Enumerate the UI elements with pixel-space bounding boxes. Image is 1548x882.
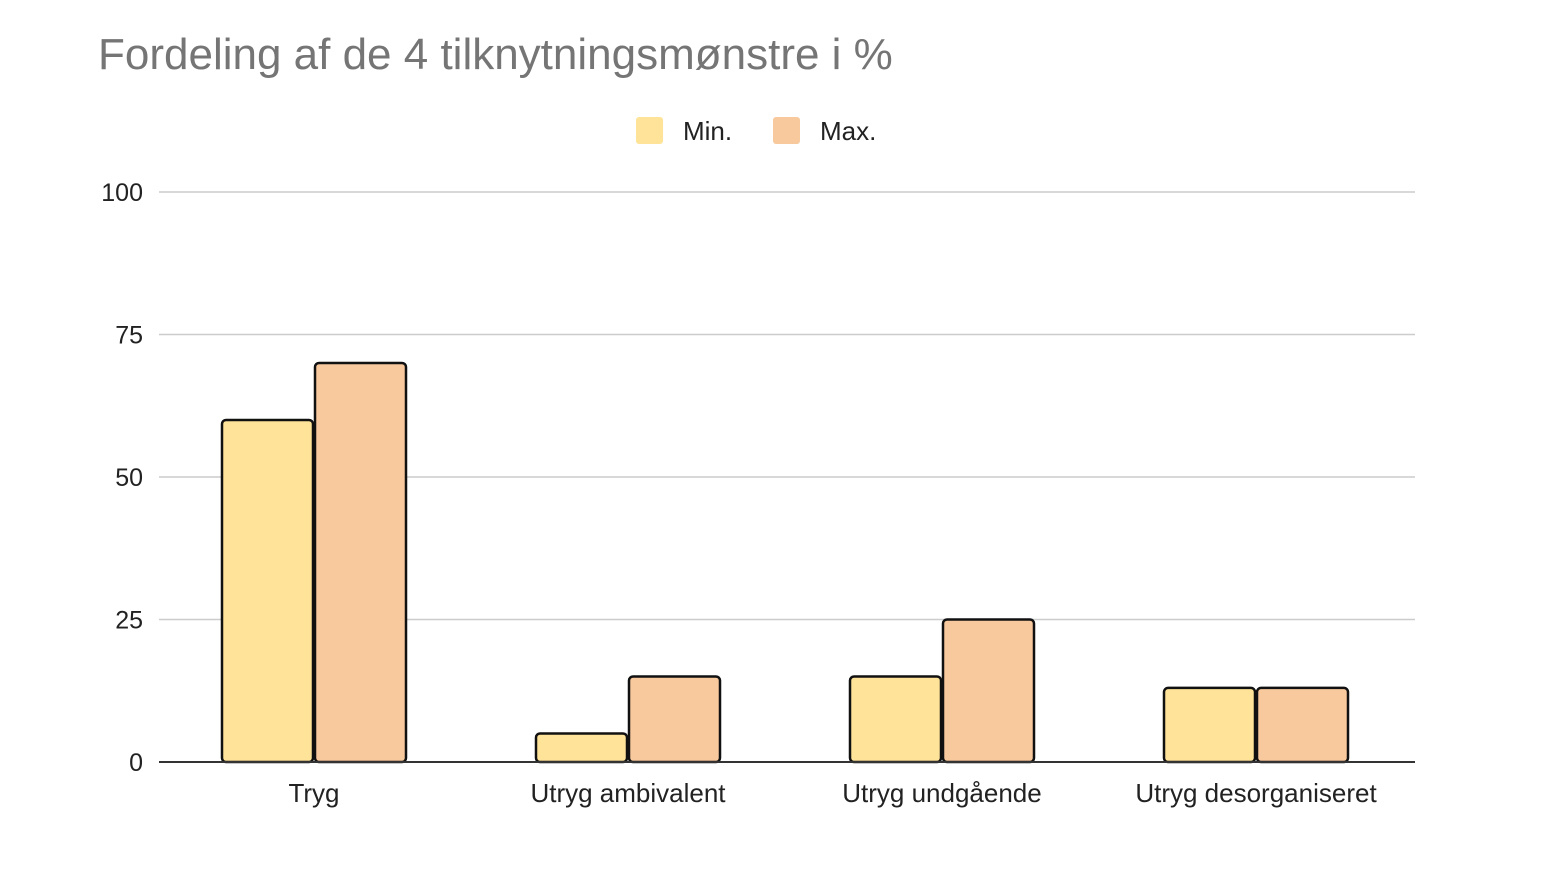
bar-max — [627, 675, 722, 764]
y-tick-label: 25 — [115, 607, 143, 635]
bar-min — [534, 732, 629, 764]
y-tick-label: 50 — [115, 464, 143, 492]
legend-swatch — [773, 117, 800, 144]
y-tick-label: 100 — [101, 179, 143, 207]
x-tick-label: Tryg — [288, 778, 339, 808]
legend-label: Max. — [820, 116, 876, 146]
y-tick-label: 75 — [115, 322, 143, 350]
x-tick-label: Utryg undgående — [842, 778, 1041, 808]
bar-min — [220, 418, 315, 764]
bar-max — [941, 618, 1036, 764]
bar-max — [1255, 686, 1350, 764]
legend-swatch — [636, 117, 663, 144]
bar-min — [848, 675, 943, 764]
legend-item: Max. — [773, 116, 876, 146]
x-tick-label: Utryg ambivalent — [530, 778, 726, 808]
x-tick-label: Utryg desorganiseret — [1135, 778, 1377, 808]
chart-title: Fordeling af de 4 tilknytningsmønstre i … — [98, 30, 893, 79]
bar-min — [1162, 686, 1257, 764]
bar-max — [313, 361, 408, 764]
legend-item: Min. — [636, 116, 732, 146]
y-tick-label: 0 — [129, 749, 143, 777]
legend-label: Min. — [683, 116, 732, 146]
